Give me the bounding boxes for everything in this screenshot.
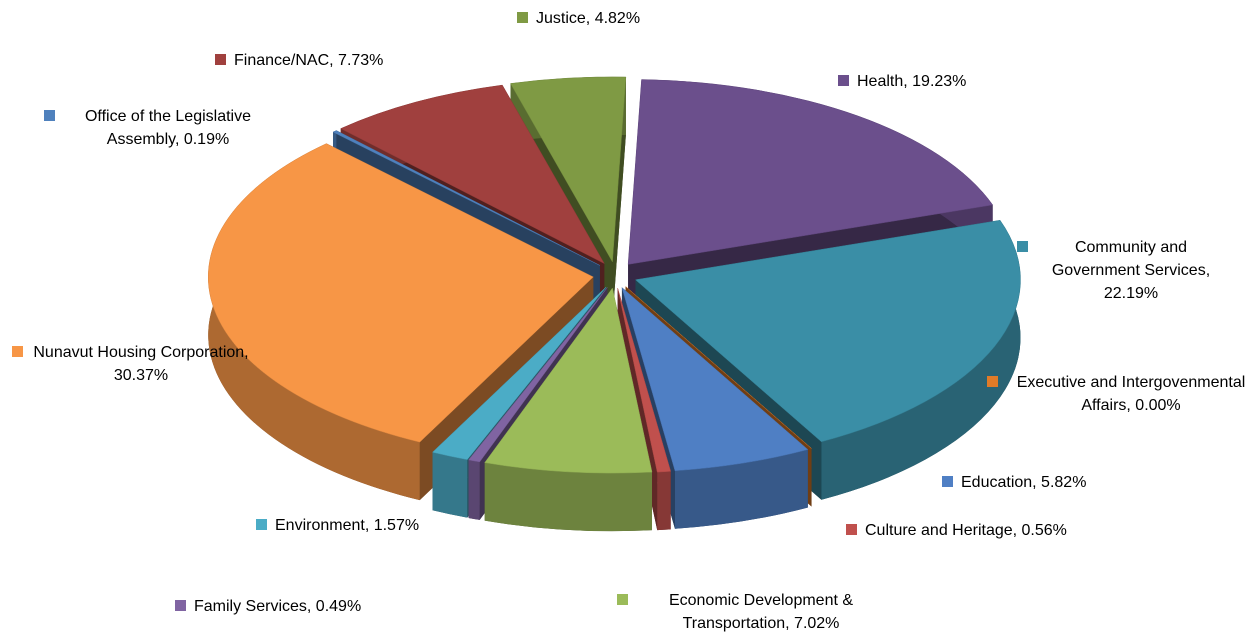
legend-swatch	[215, 54, 226, 65]
data-label: Family Services, 0.49%	[175, 595, 361, 618]
legend-swatch	[256, 519, 267, 530]
data-label: Community and Government Services, 22.19…	[1017, 236, 1226, 305]
slice	[510, 76, 627, 263]
legend-swatch	[517, 12, 528, 23]
legend-swatch	[617, 594, 628, 605]
slice	[627, 79, 994, 265]
data-label: Environment, 1.57%	[256, 514, 419, 537]
data-label: Justice, 4.82%	[517, 7, 640, 30]
legend-swatch	[175, 600, 186, 611]
label-text: Education, 5.82%	[961, 474, 1087, 491]
label-text: Family Services, 0.49%	[194, 598, 362, 615]
data-label: Nunavut Housing Corporation, 30.37%	[12, 341, 251, 387]
data-label: Health, 19.23%	[838, 70, 966, 93]
legend-swatch	[44, 110, 55, 121]
label-text: Office of the Legislative Assembly, 0.19…	[84, 108, 252, 148]
slice-side	[821, 220, 1021, 500]
legend-swatch	[987, 376, 998, 387]
data-label: Education, 5.82%	[942, 471, 1086, 494]
label-text: Executive and Intergovenmental Affairs, …	[1016, 374, 1246, 414]
legend-swatch	[1017, 241, 1028, 252]
slice	[340, 84, 605, 265]
slice	[617, 288, 672, 473]
slice-side	[432, 452, 468, 518]
slice	[634, 219, 1021, 443]
legend-swatch	[846, 524, 857, 535]
slice-side	[674, 449, 808, 529]
data-label: Executive and Intergovenmental Affairs, …	[987, 371, 1250, 417]
data-label: Economic Development & Transportation, 7…	[617, 589, 886, 635]
label-text: Economic Development & Transportation, 7…	[668, 592, 854, 632]
label-text: Nunavut Housing Corporation, 30.37%	[33, 344, 249, 384]
slice	[621, 286, 809, 472]
slice-side	[468, 459, 480, 520]
slice	[207, 143, 594, 443]
label-text: Health, 19.23%	[857, 73, 967, 90]
slice-side	[657, 471, 671, 531]
slice	[432, 286, 607, 460]
slice-side	[484, 462, 653, 532]
data-label: Finance/NAC, 7.73%	[215, 49, 383, 72]
legend-swatch	[12, 346, 23, 357]
label-text: Culture and Heritage, 0.56%	[865, 522, 1067, 539]
label-text: Justice, 4.82%	[536, 10, 641, 27]
slice	[484, 287, 653, 474]
legend-swatch	[942, 476, 953, 487]
legend-swatch	[838, 75, 849, 86]
slice	[332, 130, 600, 266]
data-label: Culture and Heritage, 0.56%	[846, 519, 1067, 542]
label-text: Environment, 1.57%	[275, 517, 420, 534]
label-text: Community and Government Services, 22.19…	[1051, 239, 1211, 302]
slice	[468, 287, 608, 463]
data-label: Office of the Legislative Assembly, 0.19…	[44, 105, 273, 151]
label-text: Finance/NAC, 7.73%	[234, 52, 384, 69]
slice-side	[612, 77, 626, 320]
